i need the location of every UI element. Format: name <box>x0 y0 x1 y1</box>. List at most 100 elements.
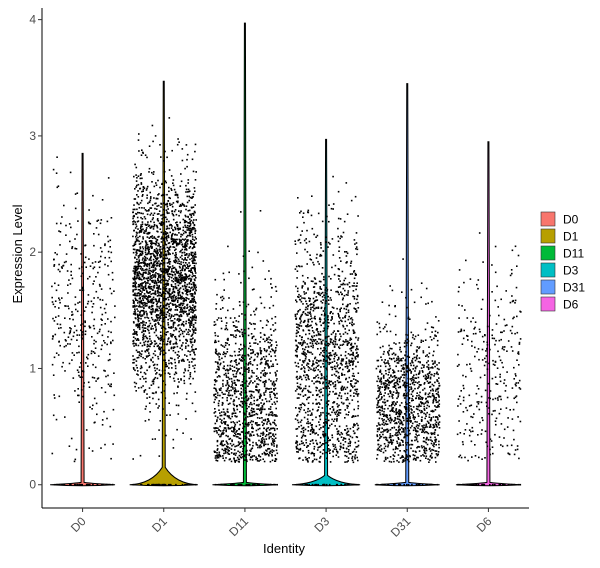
point <box>347 460 349 462</box>
point <box>136 220 139 223</box>
point <box>165 216 167 219</box>
point <box>256 383 258 385</box>
point <box>160 262 163 265</box>
point <box>315 334 318 337</box>
point <box>88 222 90 225</box>
point <box>310 429 312 431</box>
point <box>162 318 164 321</box>
point <box>177 350 180 353</box>
point <box>166 218 168 221</box>
point <box>97 261 100 263</box>
point <box>162 271 164 274</box>
point <box>274 394 276 396</box>
point <box>307 329 310 331</box>
point <box>195 238 197 240</box>
point <box>214 396 217 398</box>
point <box>271 427 273 430</box>
point <box>158 323 160 325</box>
point <box>100 255 102 258</box>
point <box>155 314 158 316</box>
point <box>133 276 136 279</box>
point <box>146 253 149 255</box>
point <box>189 324 191 327</box>
point <box>213 383 216 386</box>
point <box>348 376 351 379</box>
point <box>74 193 77 195</box>
point <box>226 383 229 385</box>
point <box>307 389 309 392</box>
point <box>188 229 191 232</box>
point <box>241 348 243 350</box>
point <box>339 280 341 282</box>
point <box>295 265 298 268</box>
point <box>164 250 167 253</box>
point <box>323 443 325 445</box>
point <box>257 446 259 449</box>
point <box>226 415 229 417</box>
point <box>136 177 138 179</box>
point <box>193 246 195 248</box>
point <box>266 337 268 340</box>
point <box>190 216 193 218</box>
point <box>324 307 326 309</box>
point <box>249 342 251 344</box>
point <box>348 359 350 361</box>
point <box>300 336 303 339</box>
point <box>52 168 55 171</box>
point <box>142 336 144 339</box>
point <box>329 449 331 451</box>
point <box>349 383 352 385</box>
point <box>324 337 327 339</box>
point <box>173 346 176 348</box>
point <box>326 361 329 364</box>
point <box>320 377 322 380</box>
point <box>296 313 298 315</box>
point <box>144 305 147 307</box>
point <box>132 285 134 288</box>
point <box>249 395 252 398</box>
point <box>253 402 255 405</box>
point <box>301 427 303 430</box>
point <box>245 456 247 459</box>
point <box>142 236 144 238</box>
point <box>263 460 266 463</box>
point <box>146 232 148 235</box>
point <box>114 316 116 319</box>
point <box>101 424 104 426</box>
point <box>228 344 230 346</box>
point <box>227 435 229 438</box>
point <box>68 445 71 447</box>
point <box>294 315 297 318</box>
point <box>165 362 167 364</box>
point <box>214 387 217 390</box>
point <box>234 428 236 431</box>
point <box>91 450 94 452</box>
point <box>165 316 167 318</box>
point <box>261 441 264 443</box>
point <box>231 440 233 443</box>
point <box>231 394 234 397</box>
point <box>172 202 175 204</box>
point <box>191 295 194 297</box>
point <box>141 246 144 248</box>
point <box>172 343 175 345</box>
point <box>168 227 170 230</box>
point <box>320 247 322 249</box>
point <box>91 306 94 308</box>
point <box>158 319 161 321</box>
point <box>167 299 170 301</box>
point <box>167 275 170 277</box>
point <box>352 386 354 389</box>
point <box>147 246 149 248</box>
point <box>255 443 258 446</box>
point <box>180 261 182 263</box>
point <box>309 422 312 424</box>
point <box>184 257 186 259</box>
point <box>65 340 67 342</box>
point <box>147 325 149 328</box>
point <box>214 455 217 457</box>
point <box>248 369 250 372</box>
point <box>305 300 307 303</box>
point <box>141 207 143 209</box>
point <box>93 266 96 268</box>
